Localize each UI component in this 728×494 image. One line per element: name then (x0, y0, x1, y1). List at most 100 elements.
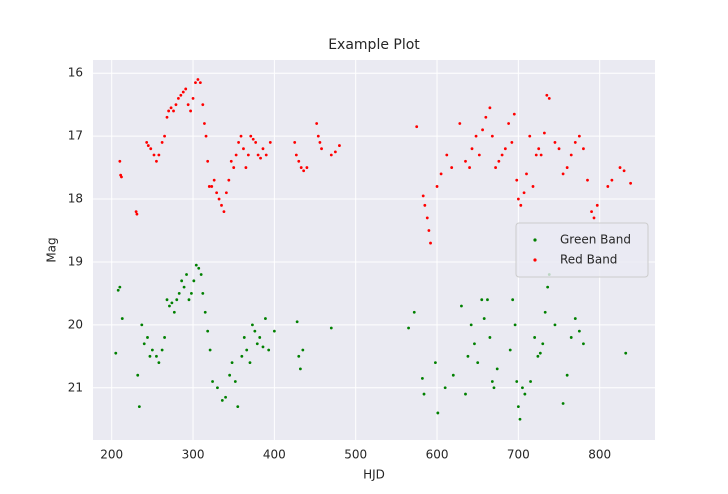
point (199, 273, 203, 276)
point (610, 178, 614, 182)
point (169, 106, 173, 110)
point (318, 141, 322, 144)
point (315, 122, 319, 125)
point (217, 197, 221, 201)
point (204, 134, 208, 138)
point (240, 354, 244, 358)
point (511, 298, 515, 302)
point (521, 386, 524, 390)
point (545, 93, 549, 97)
point (228, 373, 232, 377)
point (256, 153, 260, 157)
point (577, 329, 581, 333)
point (515, 380, 519, 383)
point (220, 203, 223, 207)
point (190, 292, 193, 295)
point (198, 81, 202, 85)
point (515, 178, 519, 182)
point (167, 109, 171, 113)
point (157, 153, 161, 157)
point (439, 172, 443, 176)
point (488, 336, 492, 339)
y-axis-label: Mag (45, 237, 59, 262)
point (503, 147, 507, 151)
point (333, 150, 337, 154)
point (120, 317, 124, 320)
point (142, 342, 146, 346)
point (469, 323, 473, 327)
point (168, 304, 171, 308)
point (242, 147, 245, 151)
point (573, 141, 577, 144)
point (557, 147, 561, 151)
point (237, 141, 240, 144)
x-tick-label: 300 (182, 448, 205, 462)
point (305, 166, 309, 169)
point (420, 376, 424, 380)
point (565, 373, 569, 377)
point (174, 103, 178, 107)
point (268, 141, 272, 144)
point (519, 203, 523, 207)
point (582, 147, 585, 151)
point (211, 380, 214, 383)
point (251, 137, 255, 141)
point (120, 175, 123, 179)
point (242, 336, 246, 339)
point (338, 144, 341, 147)
y-tick-label: 20 (68, 317, 83, 331)
point (176, 96, 180, 100)
point (227, 178, 231, 182)
point (495, 367, 499, 371)
point (239, 134, 243, 138)
point (434, 361, 437, 365)
point (261, 147, 265, 151)
point (476, 361, 480, 365)
point (573, 317, 577, 320)
point (470, 147, 474, 151)
point (561, 172, 565, 176)
point (606, 185, 610, 188)
point (488, 106, 492, 110)
point (425, 216, 429, 220)
legend-box (515, 222, 649, 278)
point (537, 147, 541, 151)
point (415, 125, 419, 129)
point (236, 405, 240, 409)
point (528, 134, 532, 138)
x-tick-label: 400 (263, 448, 286, 462)
point (477, 153, 481, 157)
point (412, 310, 416, 314)
point (160, 141, 164, 144)
point (458, 122, 462, 125)
point (146, 144, 150, 147)
point (450, 166, 454, 169)
x-tick-label: 200 (100, 448, 123, 462)
point (518, 417, 522, 421)
point (220, 398, 224, 402)
point (208, 348, 212, 352)
point (523, 392, 527, 396)
point (512, 112, 516, 116)
x-tick-label: 600 (426, 448, 449, 462)
point (443, 386, 447, 390)
point (210, 185, 214, 188)
point (529, 380, 532, 383)
point (299, 166, 303, 169)
point (436, 411, 440, 415)
point (181, 90, 185, 94)
point (508, 348, 512, 352)
point (180, 279, 184, 283)
legend-label: Red Band (560, 253, 617, 267)
point (192, 279, 196, 283)
point (407, 326, 410, 330)
point (244, 166, 248, 169)
point (261, 345, 265, 349)
point (135, 212, 139, 216)
point (302, 169, 306, 173)
point (233, 380, 237, 383)
point (490, 134, 494, 138)
point (196, 78, 200, 81)
point (191, 96, 195, 100)
point (320, 147, 323, 151)
